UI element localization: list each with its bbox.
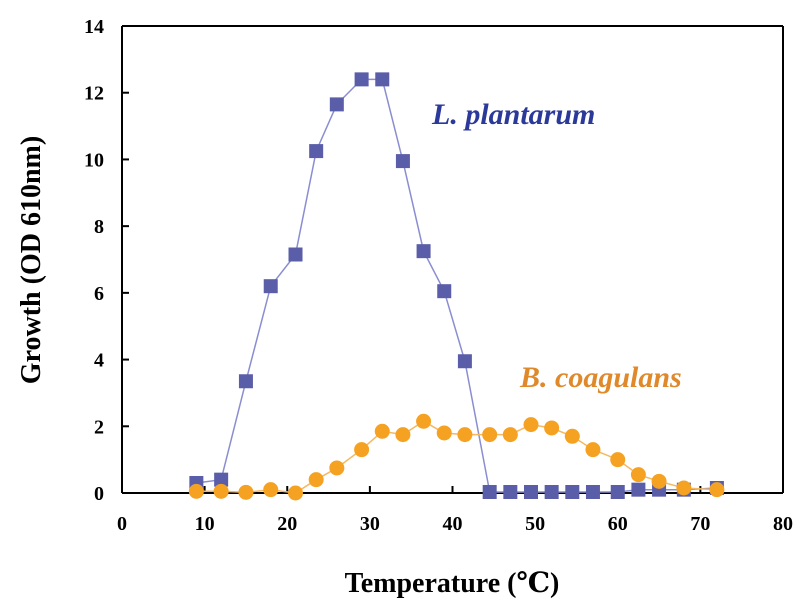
x-tick-label: 60	[608, 513, 628, 535]
series-line-b-coagulans	[196, 420, 717, 494]
data-point-l-plantarum	[523, 484, 538, 499]
data-point-b-coagulans	[630, 467, 646, 483]
data-point-b-coagulans	[374, 423, 390, 439]
data-point-b-coagulans	[354, 442, 370, 458]
data-point-l-plantarum	[610, 484, 625, 499]
y-tick-label: 6	[94, 283, 104, 305]
data-point-l-plantarum	[416, 244, 431, 259]
data-point-l-plantarum	[354, 72, 369, 87]
data-point-b-coagulans	[308, 472, 324, 488]
data-point-l-plantarum	[457, 354, 472, 369]
data-point-l-plantarum	[482, 484, 497, 499]
data-point-b-coagulans	[188, 483, 204, 499]
data-point-b-coagulans	[416, 413, 432, 429]
x-tick-label: 40	[443, 513, 463, 535]
data-point-b-coagulans	[395, 427, 411, 443]
data-point-l-plantarum	[309, 144, 324, 159]
x-tick-label: 20	[277, 513, 297, 535]
ticks: 0 10 20 30 40 50 60 70 80 0 2 4 6 8 10 12 14	[84, 16, 793, 535]
x-tick-label: 10	[195, 513, 215, 535]
data-point-b-coagulans	[329, 460, 345, 476]
data-point-b-coagulans	[544, 420, 560, 436]
data-point-l-plantarum	[395, 154, 410, 169]
x-tick-label: 80	[773, 513, 793, 535]
data-point-b-coagulans	[436, 425, 452, 441]
data-point-b-coagulans	[263, 482, 279, 498]
data-point-b-coagulans	[676, 480, 692, 496]
data-point-b-coagulans	[651, 473, 667, 489]
y-tick-label: 10	[84, 149, 104, 171]
y-tick-label: 12	[84, 83, 104, 105]
x-axis-title: Temperature (℃)	[345, 568, 560, 599]
data-point-l-plantarum	[214, 472, 229, 487]
series-label-l-plantarum: L. plantarum	[431, 98, 595, 131]
y-tick-label: 0	[94, 483, 104, 505]
data-point-l-plantarum	[238, 374, 253, 389]
x-tick-label: 50	[525, 513, 545, 535]
data-point-l-plantarum	[631, 482, 646, 497]
data-point-b-coagulans	[523, 417, 539, 433]
data-point-l-plantarum	[503, 484, 518, 499]
data-point-l-plantarum	[437, 284, 452, 299]
data-point-b-coagulans	[564, 428, 580, 444]
data-point-b-coagulans	[213, 483, 229, 499]
y-tick-label: 2	[94, 416, 104, 438]
data-point-b-coagulans	[238, 484, 254, 500]
y-tick-label: 4	[94, 350, 104, 372]
series-markers	[188, 72, 725, 501]
x-tick-label: 0	[117, 513, 127, 535]
data-point-b-coagulans	[610, 452, 626, 468]
data-point-b-coagulans	[482, 427, 498, 443]
axes	[121, 25, 784, 494]
data-point-b-coagulans	[457, 427, 473, 443]
y-axis-title: Growth (OD 610nm)	[16, 136, 47, 384]
data-point-l-plantarum	[263, 279, 278, 294]
data-point-b-coagulans	[502, 427, 518, 443]
data-point-b-coagulans	[585, 442, 601, 458]
data-point-l-plantarum	[565, 484, 580, 499]
y-tick-label: 8	[94, 216, 104, 238]
data-point-l-plantarum	[329, 97, 344, 112]
data-point-l-plantarum	[585, 484, 600, 499]
y-tick-label: 14	[84, 16, 104, 38]
x-tick-label: 70	[690, 513, 710, 535]
data-point-l-plantarum	[288, 247, 303, 262]
series-label-b-coagulans: B. coagulans	[519, 361, 682, 394]
data-point-b-coagulans	[709, 482, 725, 498]
x-tick-label: 30	[360, 513, 380, 535]
data-point-l-plantarum	[375, 72, 390, 87]
data-point-l-plantarum	[544, 484, 559, 499]
data-point-b-coagulans	[288, 485, 304, 501]
